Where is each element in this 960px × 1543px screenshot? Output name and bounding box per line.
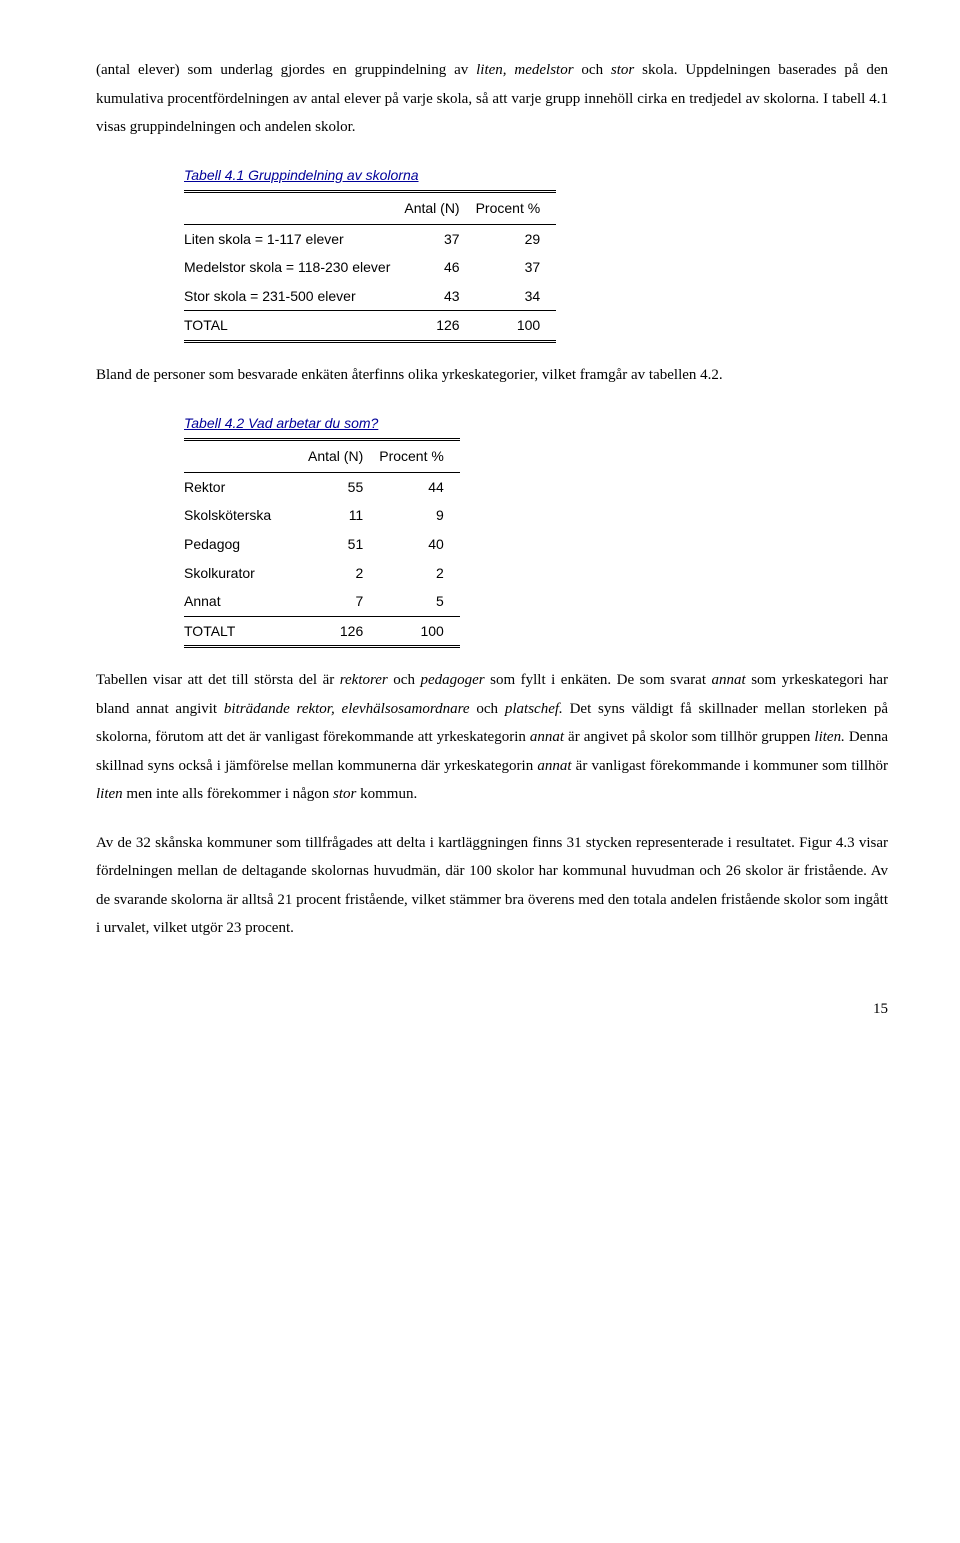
table-row: Annat 7 5 [184, 587, 460, 616]
text-italic: platschef. [505, 701, 563, 717]
table-4-1-body: Liten skola = 1-117 elever 37 29 Medelst… [184, 224, 556, 341]
table-cell: 37 [476, 253, 557, 282]
table-total-row: TOTAL 126 100 [184, 311, 556, 342]
paragraph-1: (antal elever) som underlag gjordes en g… [96, 56, 888, 142]
table-4-1: Antal (N) Procent % Liten skola = 1-117 … [184, 190, 556, 343]
table-cell: 2 [308, 559, 379, 588]
table-row: Liten skola = 1-117 elever 37 29 [184, 224, 556, 253]
text-italic: rektorer [340, 672, 388, 688]
page-number: 15 [96, 995, 888, 1024]
table-4-2: Antal (N) Procent % Rektor 55 44 Skolskö… [184, 438, 460, 648]
table-header: Procent % [379, 440, 460, 473]
table-cell: TOTAL [184, 311, 404, 342]
text-italic: liten, medelstor [476, 62, 573, 78]
paragraph-3: Tabellen visar att det till största del … [96, 666, 888, 809]
table-cell: 126 [308, 616, 379, 647]
table-cell: 5 [379, 587, 460, 616]
table-4-2-block: Tabell 4.2 Vad arbetar du som? Antal (N)… [184, 410, 888, 649]
table-cell: 51 [308, 530, 379, 559]
text-italic: annat [537, 758, 571, 774]
table-cell: Annat [184, 587, 308, 616]
table-cell: 7 [308, 587, 379, 616]
text: Tabellen visar att det till största del … [96, 672, 340, 688]
table-cell: 100 [476, 311, 557, 342]
table-row: Medelstor skola = 118-230 elever 46 37 [184, 253, 556, 282]
text: (antal elever) som underlag gjordes en g… [96, 62, 476, 78]
text-italic: annat [530, 729, 564, 745]
text: och [388, 672, 421, 688]
table-header: Procent % [476, 192, 557, 225]
text: som fyllt i enkäten. De som svarat [485, 672, 712, 688]
table-4-1-block: Tabell 4.1 Gruppindelning av skolorna An… [184, 162, 888, 344]
table-cell: TOTALT [184, 616, 308, 647]
table-cell: Liten skola = 1-117 elever [184, 224, 404, 253]
table-4-2-caption: Tabell 4.2 Vad arbetar du som? [184, 410, 888, 437]
text-italic: liten. [814, 729, 844, 745]
table-cell: 9 [379, 501, 460, 530]
text: är vanligast förekommande i kommuner som… [572, 758, 888, 774]
table-cell: 46 [404, 253, 475, 282]
text: är angivet på skolor som tillhör gruppen [564, 729, 814, 745]
table-cell: 43 [404, 282, 475, 311]
text-italic: stor [611, 62, 634, 78]
table-cell: Rektor [184, 472, 308, 501]
table-cell: 40 [379, 530, 460, 559]
table-4-2-body: Rektor 55 44 Skolsköterska 11 9 Pedagog … [184, 472, 460, 647]
table-total-row: TOTALT 126 100 [184, 616, 460, 647]
table-cell: Pedagog [184, 530, 308, 559]
table-cell: 34 [476, 282, 557, 311]
paragraph-2: Bland de personer som besvarade enkäten … [96, 361, 888, 390]
table-cell: 37 [404, 224, 475, 253]
table-cell: Medelstor skola = 118-230 elever [184, 253, 404, 282]
table-cell: Skolsköterska [184, 501, 308, 530]
table-row: Stor skola = 231-500 elever 43 34 [184, 282, 556, 311]
text-italic: pedagoger [420, 672, 484, 688]
text-italic: biträdande rektor, elevhälsosamordnare [224, 701, 470, 717]
text-italic: stor [333, 786, 356, 802]
table-row: Rektor 55 44 [184, 472, 460, 501]
table-row: Pedagog 51 40 [184, 530, 460, 559]
text: men inte alls förekommer i någon [123, 786, 333, 802]
table-4-1-caption: Tabell 4.1 Gruppindelning av skolorna [184, 162, 888, 189]
table-header [184, 192, 404, 225]
table-header: Antal (N) [404, 192, 475, 225]
table-cell: 29 [476, 224, 557, 253]
text: och [574, 62, 611, 78]
table-header: Antal (N) [308, 440, 379, 473]
table-row: Skolkurator 2 2 [184, 559, 460, 588]
table-cell: Stor skola = 231-500 elever [184, 282, 404, 311]
table-cell: 2 [379, 559, 460, 588]
table-cell: 55 [308, 472, 379, 501]
text: och [470, 701, 505, 717]
text-italic: liten [96, 786, 123, 802]
text-italic: annat [712, 672, 746, 688]
table-row: Skolsköterska 11 9 [184, 501, 460, 530]
table-cell: 100 [379, 616, 460, 647]
paragraph-4: Av de 32 skånska kommuner som tillfrågad… [96, 829, 888, 943]
table-cell: Skolkurator [184, 559, 308, 588]
table-cell: 126 [404, 311, 475, 342]
table-cell: 11 [308, 501, 379, 530]
text: kommun. [356, 786, 417, 802]
table-header [184, 440, 308, 473]
table-cell: 44 [379, 472, 460, 501]
